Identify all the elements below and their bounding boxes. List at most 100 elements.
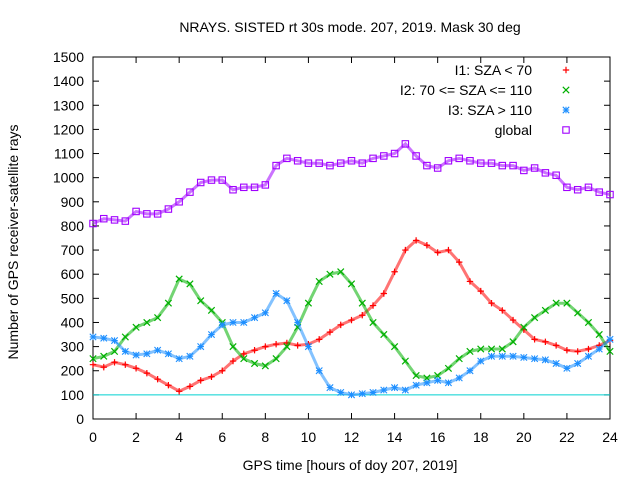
y-tick-label: 1500 (53, 49, 84, 65)
data-point (326, 270, 334, 278)
data-point (315, 277, 323, 286)
data-point (143, 369, 151, 377)
data-point (412, 381, 420, 389)
legend-label: I2: 70 <= SZA <= 110 (400, 82, 532, 98)
data-point (100, 214, 108, 223)
legend-marker (562, 126, 570, 134)
data-point (445, 246, 452, 254)
data-point (595, 188, 603, 196)
data-point (347, 157, 356, 165)
data-point (359, 312, 366, 319)
data-point (100, 363, 107, 371)
data-point (574, 309, 582, 317)
data-point (488, 299, 495, 307)
data-point (423, 379, 431, 387)
data-point (466, 157, 474, 165)
data-point (143, 350, 151, 358)
data-point (412, 237, 420, 244)
series-trace (92, 291, 611, 397)
data-point (531, 355, 539, 363)
data-point (401, 357, 409, 365)
y-tick-label: 400 (61, 314, 85, 330)
data-point (444, 379, 453, 387)
data-point (520, 353, 528, 362)
data-point (337, 388, 345, 397)
y-axis-label: Number of GPS receiver-satellite rays (5, 125, 21, 360)
data-point (337, 268, 345, 276)
data-point (390, 149, 399, 158)
data-point (498, 345, 506, 353)
data-point (132, 351, 140, 359)
data-point (315, 159, 323, 167)
data-point (487, 159, 496, 167)
data-point (154, 346, 162, 354)
data-point (294, 318, 302, 327)
x-axis-label: GPS time [hours of doy 207, 2019] (243, 457, 458, 473)
data-point (402, 246, 409, 254)
data-point (423, 242, 431, 249)
data-point (444, 157, 453, 165)
data-point (358, 159, 367, 167)
data-point (100, 334, 108, 342)
data-point (466, 367, 474, 375)
data-point (175, 198, 183, 206)
data-point (348, 316, 355, 324)
x-tick-label: 0 (89, 429, 97, 445)
data-point (606, 335, 614, 343)
data-point (606, 190, 614, 199)
data-point (272, 161, 280, 170)
data-point (369, 388, 377, 397)
data-point (175, 275, 183, 283)
data-point (262, 343, 269, 350)
data-point (218, 321, 226, 329)
data-point (444, 364, 453, 372)
data-point (606, 347, 614, 356)
data-point (509, 338, 517, 346)
y-tick-label: 0 (76, 411, 84, 427)
data-point (121, 217, 130, 225)
data-point (498, 352, 506, 360)
data-point (347, 391, 356, 399)
data-point (304, 299, 313, 307)
data-point (455, 355, 463, 363)
x-tick-label: 8 (261, 429, 269, 445)
data-point (391, 268, 398, 275)
x-tick-label: 14 (387, 429, 403, 445)
data-point (466, 347, 474, 356)
data-point (584, 352, 593, 360)
data-point (520, 166, 528, 175)
data-point (229, 342, 237, 351)
data-point (121, 333, 129, 341)
data-point (293, 157, 302, 165)
data-point (552, 299, 560, 307)
data-point (175, 355, 183, 363)
data-point (390, 384, 399, 392)
y-tick-label: 900 (61, 194, 85, 210)
data-point (573, 185, 582, 194)
data-point (358, 299, 366, 307)
data-point (380, 290, 388, 297)
data-point (186, 188, 194, 196)
data-point (154, 314, 162, 322)
data-point (509, 316, 517, 324)
data-point (304, 159, 313, 167)
data-point (541, 306, 549, 315)
data-point (186, 383, 194, 390)
y-tick-label: 600 (61, 266, 85, 282)
data-point (153, 210, 162, 218)
data-point (326, 328, 334, 336)
data-point (541, 169, 550, 177)
x-tick-label: 10 (301, 429, 317, 445)
data-point (283, 297, 291, 305)
x-tick-label: 4 (175, 429, 183, 445)
data-point (197, 343, 205, 351)
x-tick-label: 12 (344, 429, 360, 445)
data-point (100, 352, 108, 360)
data-point (143, 210, 151, 218)
data-point (272, 340, 280, 348)
data-point (499, 307, 506, 314)
data-point (369, 154, 377, 163)
y-tick-label: 1200 (53, 121, 84, 137)
data-point (110, 216, 119, 224)
data-point (574, 359, 582, 368)
